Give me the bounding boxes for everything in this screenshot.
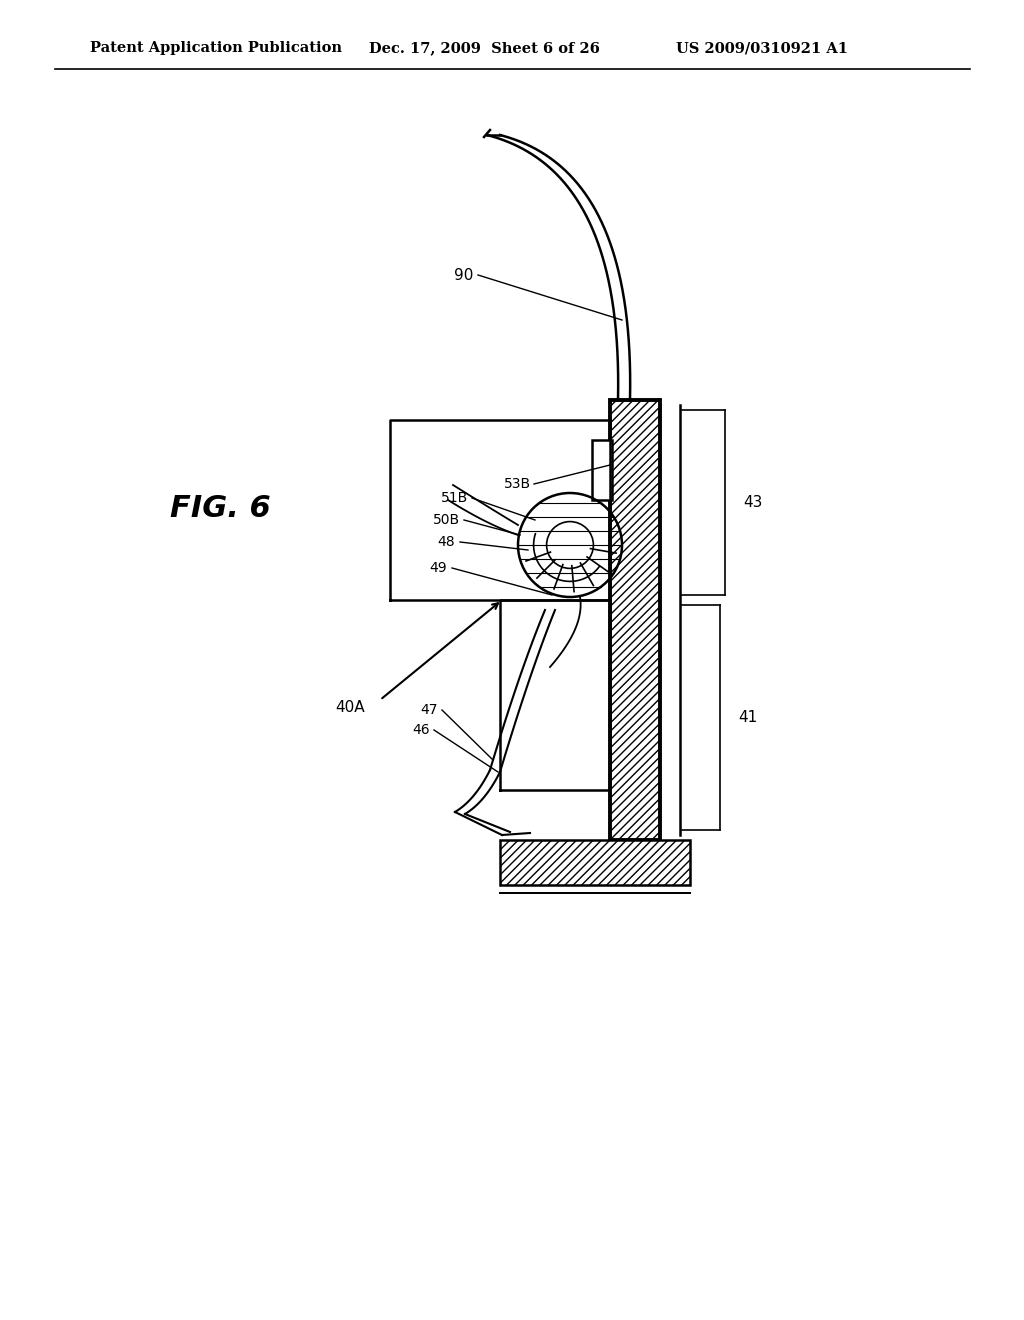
Text: 53B: 53B — [504, 477, 531, 491]
Text: FIG. 6: FIG. 6 — [170, 494, 270, 523]
Bar — [610, 400, 660, 840]
Text: 50B: 50B — [433, 513, 460, 527]
Text: 46: 46 — [413, 723, 430, 737]
Text: 47: 47 — [421, 704, 438, 717]
Text: 43: 43 — [743, 495, 763, 510]
Bar — [592, 440, 612, 500]
Text: 41: 41 — [738, 710, 758, 725]
Text: 48: 48 — [437, 535, 455, 549]
Text: 51B: 51B — [440, 491, 468, 506]
Text: US 2009/0310921 A1: US 2009/0310921 A1 — [676, 41, 848, 55]
Text: 90: 90 — [454, 268, 473, 282]
Text: 40A: 40A — [336, 701, 365, 715]
Bar — [500, 840, 690, 884]
Text: Dec. 17, 2009  Sheet 6 of 26: Dec. 17, 2009 Sheet 6 of 26 — [369, 41, 599, 55]
Text: 49: 49 — [429, 561, 447, 576]
Text: Patent Application Publication: Patent Application Publication — [90, 41, 342, 55]
